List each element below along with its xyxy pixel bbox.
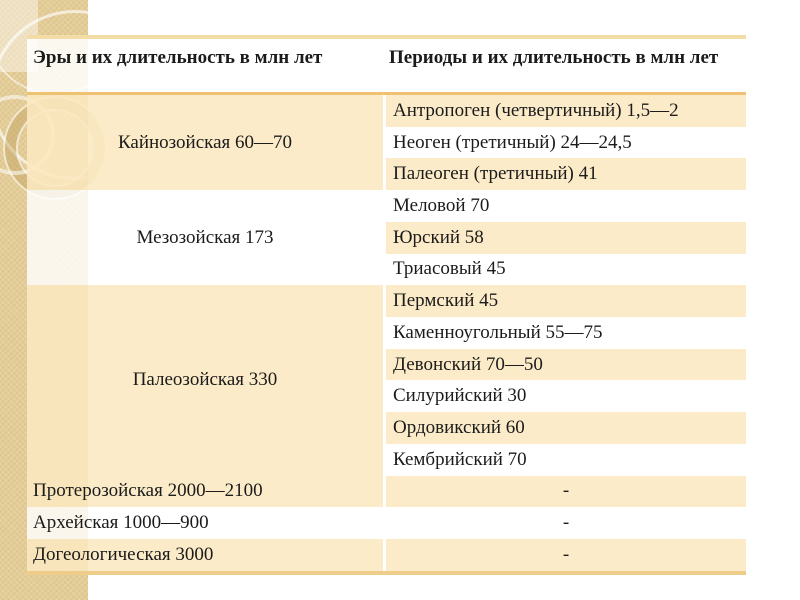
period-cell: Кембрийский 70 [383,443,746,476]
period-cell: Силурийский 30 [383,380,746,413]
period-cell: Пермский 45 [383,285,746,318]
geologic-eras-table: Эры и их длительность в млн лет Периоды … [27,35,746,575]
era-cell-pregeologic: Догеологическая 3000 [27,539,383,571]
period-cell: Палеоген (третичный) 41 [383,158,746,191]
era-cell-proterozoic: Протерозойская 2000—2100 [27,475,383,508]
period-cell: Девонский 70—50 [383,348,746,381]
period-cell: Каменноугольный 55—75 [383,317,746,349]
period-cell: Ордовикский 60 [383,412,746,444]
header-era-column: Эры и их длительность в млн лет [27,39,383,95]
era-cell-paleozoic: Палеозойская 330 [27,285,383,476]
period-cell: Меловой 70 [383,190,746,222]
header-period-column: Периоды и их длительность в млн лет [383,39,746,95]
empty-period-cell: - [383,507,746,540]
period-cell: Триасовый 45 [383,253,746,286]
era-cell-archean: Архейская 1000—900 [27,507,383,540]
empty-period-cell: - [383,539,746,571]
era-cell-mesozoic: Мезозойская 173 [27,190,383,286]
era-cell-cenozoic: Кайнозойская 60—70 [27,95,383,191]
period-cell: Антропоген (четвертичный) 1,5—2 [383,95,746,127]
period-cell: Юрский 58 [383,221,746,254]
period-cell: Неоген (третичный) 24—24,5 [383,126,746,159]
empty-period-cell: - [383,475,746,508]
